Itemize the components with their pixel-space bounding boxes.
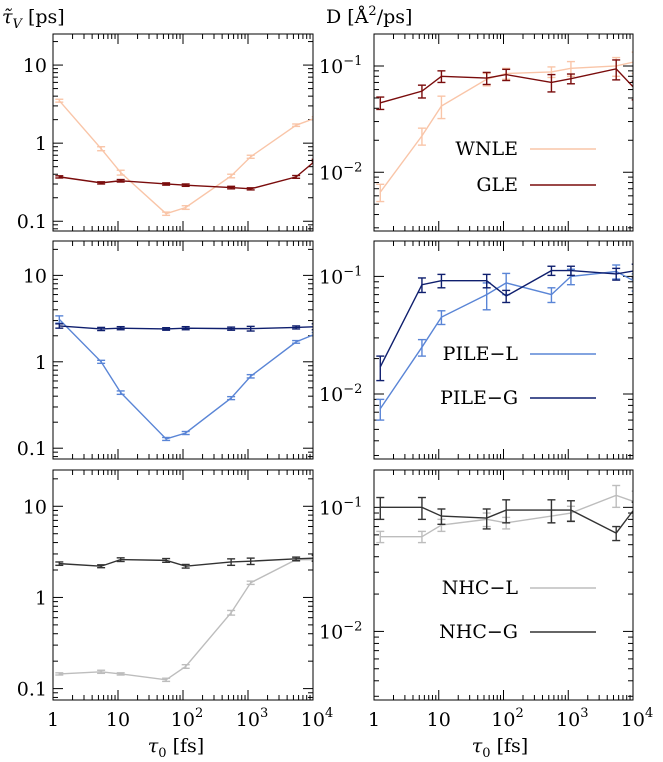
panel-tau-gle: 0.1 1 10 — [17, 33, 314, 233]
y-tick-label: 10−2 — [319, 619, 362, 643]
series-NHC−G — [376, 496, 633, 542]
ticks-tau-pile — [52, 241, 314, 459]
left-title-symbol: τ̃ — [2, 6, 13, 28]
axes-frame — [373, 240, 634, 460]
legend-label: WNLE — [455, 138, 518, 160]
axes-frame — [52, 240, 314, 460]
series-GLE — [55, 158, 313, 191]
y-tick-label: 10 — [23, 496, 47, 518]
left-column-title: τ̃V [ps] — [2, 6, 65, 32]
series-NHC−L — [55, 557, 313, 683]
series-group — [55, 315, 313, 442]
panel-d-nhc: 10−2 10−1 1 10 102 103 104 NHC−L NHC−G — [319, 469, 653, 731]
series-group — [55, 98, 313, 217]
panel-d-pile: 10−2 10−1 PILE−L PILE−G — [319, 240, 634, 460]
series-line — [58, 318, 313, 440]
legend-label: NHC−L — [442, 577, 519, 599]
series-PILE−G — [55, 323, 313, 332]
series-group — [55, 554, 313, 683]
panel-d-gle: 10−2 10−1 WNLE GLE — [319, 33, 634, 232]
x-tick-label: 102 — [171, 706, 203, 731]
series-line — [58, 100, 313, 215]
ticks-tau-gle — [52, 34, 314, 231]
series-GLE — [376, 59, 633, 111]
series-group — [376, 263, 633, 421]
legend-label: PILE−G — [440, 387, 518, 409]
y-tick-label: 10−2 — [319, 382, 362, 406]
ticks-tau-nhc — [52, 470, 314, 700]
right-xlabel: τ0 [fs] — [472, 735, 528, 761]
y-tick-label: 1 — [35, 587, 47, 609]
y-tick-label: 0.1 — [17, 438, 47, 460]
axes-frame — [52, 469, 314, 701]
y-tick-label: 0.1 — [17, 679, 47, 701]
axes-frame — [52, 33, 314, 232]
x-tick-label: 10 — [106, 709, 130, 731]
x-tick-label: 1 — [47, 709, 59, 731]
series-line — [380, 494, 633, 538]
y-tick-label: 10−1 — [319, 54, 362, 78]
y-tick-label: 10−1 — [319, 495, 362, 519]
left-xlabel: τ0 [fs] — [148, 735, 204, 761]
right-column-title: D [Å2/ps] — [326, 4, 412, 28]
y-tick-label: 0.1 — [17, 211, 47, 233]
right-title-sup: 2 — [368, 4, 376, 19]
x-tick-label: 102 — [491, 706, 523, 731]
legend-label: PILE−L — [443, 343, 519, 365]
series-group — [376, 51, 633, 203]
x-tick-label: 1 — [368, 709, 380, 731]
legend-label: NHC−G — [439, 621, 518, 643]
series-line — [59, 558, 313, 681]
y-tick-label: 10−1 — [319, 264, 362, 288]
legend-label: GLE — [476, 174, 518, 196]
ticks-d-gle — [373, 33, 634, 231]
x-tick-label: 10 — [427, 709, 451, 731]
x-tick-label: 104 — [621, 706, 653, 731]
series-group — [376, 484, 633, 544]
series-WNLE — [55, 98, 313, 217]
axes-frame — [373, 469, 634, 701]
y-tick-label: 10−2 — [319, 160, 362, 184]
series-NHC−L — [376, 484, 633, 544]
y-tick-label: 10 — [23, 265, 47, 287]
x-tick-label: 103 — [556, 706, 588, 731]
series-NHC−G — [55, 554, 313, 569]
right-title-unit: /ps] — [377, 6, 413, 28]
y-tick-label: 1 — [35, 352, 47, 374]
left-title-sub: V — [13, 17, 24, 32]
axes-frame — [373, 33, 634, 232]
panel-tau-pile: 0.1 1 10 — [17, 240, 314, 460]
x-tick-label: 103 — [236, 706, 268, 731]
x-tick-label: 104 — [301, 706, 333, 731]
series-PILE−L — [55, 315, 313, 442]
left-title-unit: [ps] — [22, 6, 65, 28]
right-title-symbol: D [Å — [326, 6, 369, 28]
y-tick-label: 10 — [23, 55, 47, 77]
series-PILE−G — [376, 263, 633, 382]
y-tick-label: 1 — [35, 133, 47, 155]
